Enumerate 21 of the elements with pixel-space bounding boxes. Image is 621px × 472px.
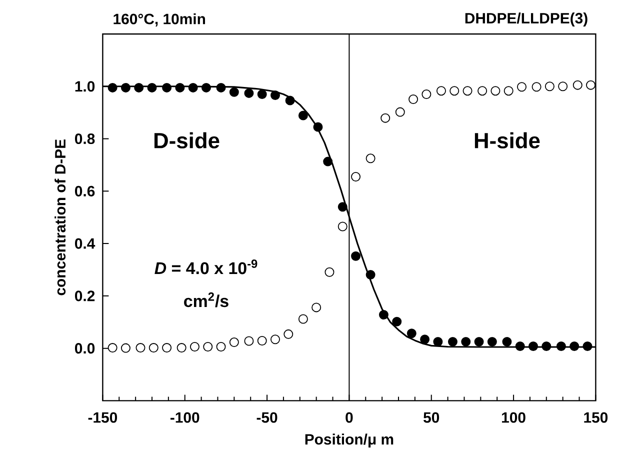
annotation: H-side — [474, 132, 540, 148]
x-tick-label: 50 — [424, 412, 440, 423]
x-tick-label: 0 — [346, 412, 353, 423]
y-axis-title: concentration of D-PE — [54, 139, 66, 296]
chart-subtitle: DHDPE/LLDPE(3) — [465, 12, 588, 26]
annotation: cm$^{2}$/s — [184, 292, 228, 308]
x-tick-label: 100 — [502, 412, 526, 423]
y-tick-label: 0.8 — [75, 133, 95, 144]
y-tick-label: 0.2 — [75, 290, 95, 302]
chart-title: 160°C, 10min — [114, 13, 206, 26]
annotation: D-side — [154, 132, 220, 148]
x-tick-label: -150 — [88, 412, 118, 423]
y-tick-label: 0.4 — [75, 238, 96, 249]
x-tick-label: 150 — [584, 412, 608, 423]
annotation: D = 4.0 x 10$^{-9}$ — [154, 260, 258, 274]
y-tick-label: 0.6 — [75, 186, 95, 196]
x-tick-label: -100 — [170, 412, 200, 423]
y-tick-label: 0.0 — [75, 343, 95, 354]
x-axis-title: Position/μ m — [305, 434, 394, 448]
y-tick-label: 1.0 — [75, 81, 95, 92]
x-tick-label: -50 — [256, 412, 278, 423]
